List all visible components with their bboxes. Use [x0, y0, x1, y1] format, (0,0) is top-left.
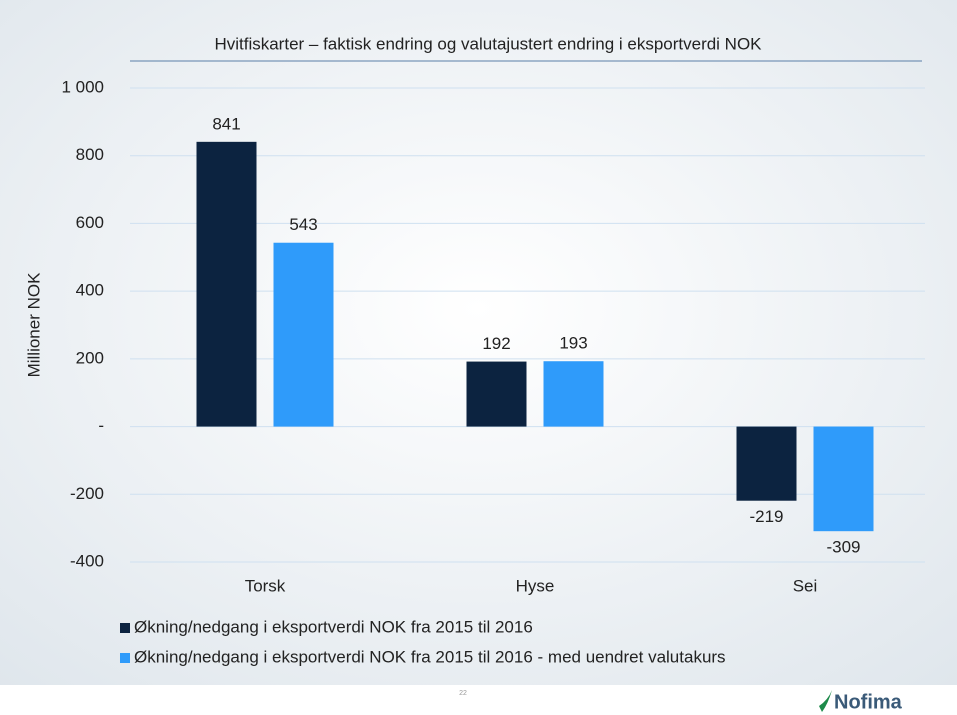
y-tick-label: 200 — [76, 348, 104, 367]
y-tick-label: - — [98, 416, 104, 435]
x-tick-label: Hyse — [516, 576, 555, 595]
y-axis-label: Millioner NOK — [24, 272, 43, 378]
bar — [466, 361, 527, 427]
bar — [273, 242, 334, 427]
data-label: 841 — [212, 114, 240, 133]
bar — [196, 141, 257, 427]
page-number: 22 — [459, 690, 467, 697]
footer-band — [0, 685, 957, 715]
legend-label: Økning/nedgang i eksportverdi NOK fra 20… — [134, 647, 726, 666]
data-label: 193 — [559, 334, 587, 353]
legend-swatch — [120, 623, 130, 633]
legend-swatch — [120, 653, 130, 663]
background — [0, 0, 957, 685]
x-tick-label: Sei — [793, 576, 818, 595]
bar — [736, 426, 797, 501]
logo: Nofima — [834, 691, 903, 713]
bar — [813, 426, 874, 532]
bar — [543, 361, 604, 427]
legend-label: Økning/nedgang i eksportverdi NOK fra 20… — [134, 617, 533, 636]
y-tick-label: 800 — [76, 145, 104, 164]
y-tick-label: 400 — [76, 281, 104, 300]
y-tick-label: -400 — [70, 551, 104, 570]
data-label: 543 — [289, 215, 317, 234]
data-label: 192 — [482, 334, 510, 353]
data-label: -219 — [749, 507, 783, 526]
chart-title: Hvitfiskarter – faktisk endring og valut… — [214, 34, 762, 53]
x-tick-label: Torsk — [245, 576, 286, 595]
y-tick-label: 1 000 — [61, 77, 104, 96]
y-tick-label: 600 — [76, 213, 104, 232]
data-label: -309 — [826, 538, 860, 557]
y-tick-label: -200 — [70, 484, 104, 503]
logo-mark — [819, 690, 832, 712]
